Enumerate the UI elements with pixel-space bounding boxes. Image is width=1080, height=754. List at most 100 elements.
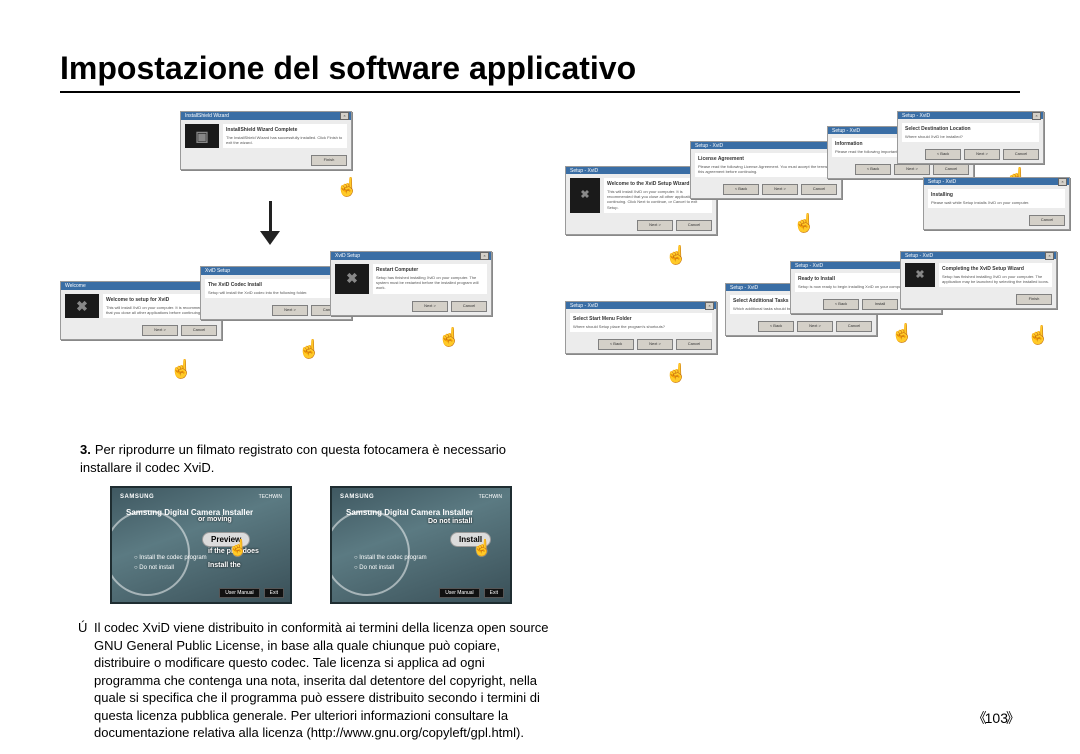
next-button[interactable]: Next > [142, 325, 178, 336]
dialog-heading: InstallShield Wizard Complete [226, 127, 344, 133]
footnote-text: Il codec XviD viene distribuito in confo… [94, 619, 550, 742]
manual-button[interactable]: User Manual [219, 588, 259, 598]
close-icon[interactable]: × [1058, 178, 1067, 186]
titlebar: XviD Setup× [201, 267, 351, 275]
step-text: Per riprodurre un filmato registrato con… [80, 442, 506, 475]
xvid-logo-side: ✖ [335, 264, 369, 294]
cancel-button[interactable]: Cancel [1029, 215, 1065, 226]
cancel-button[interactable]: Cancel [181, 325, 217, 336]
titlebar-text: Setup - XviD [830, 128, 860, 134]
columns: InstallShield Wizard × ▣ InstallShield W… [60, 111, 1020, 711]
dialog-text: This will install XviD on your computer.… [106, 305, 214, 315]
cursor-icon [665, 245, 681, 265]
dialog-heading: Completing the XviD Setup Wizard [942, 266, 1049, 272]
option-install[interactable]: Install the codec program [134, 554, 207, 564]
cursor-icon [336, 177, 352, 197]
next-button[interactable]: Next > [964, 149, 1000, 160]
cancel-button[interactable]: Cancel [836, 321, 872, 332]
back-button[interactable]: < Back [823, 299, 859, 310]
dialog-xvid-restart: XviD Setup × ✖ Restart Computer Setup has… [330, 251, 492, 316]
cancel-button[interactable]: Cancel [676, 220, 712, 231]
titlebar-text: Setup - XviD [568, 168, 598, 174]
manual-button[interactable]: User Manual [439, 588, 479, 598]
close-icon[interactable]: × [480, 252, 489, 260]
titlebar-text: Setup - XviD [568, 303, 598, 309]
close-icon[interactable]: × [1045, 252, 1054, 260]
titlebar-text: Setup - XviD [926, 179, 956, 185]
titlebar-text: Welcome [63, 283, 86, 289]
dialog-r9: Setup - XviD× ✖Completing the XviD Setup… [900, 251, 1057, 309]
cursor-icon [438, 327, 454, 347]
back-button[interactable]: < Back [855, 164, 891, 175]
dialog-buttons: Next > Cancel [61, 322, 221, 339]
wizard-side-graphic: ▣ [185, 124, 219, 148]
back-button[interactable]: < Back [758, 321, 794, 332]
titlebar-text: InstallShield Wizard [183, 113, 229, 119]
dialog-install-complete: InstallShield Wizard × ▣ InstallShield W… [180, 111, 352, 170]
next-button[interactable]: Next > [797, 321, 833, 332]
dialog-heading: Installing [931, 192, 1062, 198]
xvid-logo-side: ✖ [905, 263, 935, 287]
dialog-heading: Welcome to setup for XviD [106, 297, 214, 303]
brand-right: TECHWIN [259, 494, 282, 500]
dialog-text: Please wait while Setup installs XviD on… [931, 200, 1062, 205]
dialog-text: The InstallShield Wizard has successfull… [226, 135, 344, 145]
next-button[interactable]: Next > [894, 164, 930, 175]
finish-button[interactable]: Finish [311, 155, 347, 166]
install-button[interactable]: Install [862, 299, 898, 310]
page: Impostazione del software applicativo In… [0, 0, 1080, 754]
dialog-content: Restart Computer Setup has finished inst… [373, 264, 487, 294]
finish-button[interactable]: Finish [1016, 294, 1052, 305]
dialog-buttons: Next > Cancel [201, 302, 351, 319]
titlebar-text: XviD Setup [333, 253, 360, 259]
next-button[interactable]: Next > [412, 301, 448, 312]
cancel-button[interactable]: Cancel [1003, 149, 1039, 160]
exit-button[interactable]: Exit [264, 588, 284, 598]
cancel-button[interactable]: Cancel [933, 164, 969, 175]
back-button[interactable]: < Back [598, 339, 634, 350]
next-button[interactable]: Next > [762, 184, 798, 195]
dialog-content: InstallShield Wizard Complete The Instal… [223, 124, 347, 148]
callout-text: Install the [208, 562, 241, 569]
cursor-icon [1027, 325, 1043, 345]
dialog-body: The XviD Codec Install Setup will instal… [201, 275, 351, 302]
dialog-heading: Restart Computer [376, 267, 484, 273]
callout-text: Do not install [428, 518, 472, 525]
footnote-marker: Ú [78, 619, 87, 637]
next-button[interactable]: Next > [637, 339, 673, 350]
installer-preview: SAMSUNG TECHWIN Samsung Digital Camera I… [110, 486, 292, 604]
installer-footer: User Manual Exit [219, 588, 284, 598]
installer-options: Install the codec program Do not install [134, 554, 207, 573]
close-icon[interactable]: × [340, 112, 349, 120]
title-rule [60, 91, 1020, 93]
back-button[interactable]: < Back [925, 149, 961, 160]
highlight-circle-icon [110, 510, 190, 596]
cursor-icon: ☝ [472, 538, 492, 558]
titlebar-text: Setup - XviD [693, 143, 723, 149]
next-button[interactable]: Next > [272, 305, 308, 316]
installer-row: SAMSUNG TECHWIN Samsung Digital Camera I… [110, 486, 512, 604]
dialog-r5: Setup - XviD × Installing Please wait whil… [923, 177, 1070, 230]
back-button[interactable]: < Back [723, 184, 759, 195]
dialog-heading: Select Destination Location [905, 126, 1036, 132]
xvid-logo-side: ✖ [570, 178, 600, 213]
next-button[interactable]: Next > [637, 220, 673, 231]
dialog-xvid-welcome: Welcome× ✖ Welcome to setup for XviD Thi… [60, 281, 222, 340]
right-column: Setup - XviD× ✖Welcome to the XviD Setup… [555, 111, 1020, 451]
close-icon[interactable]: × [1032, 112, 1041, 120]
dialog-content: The XviD Codec Install Setup will instal… [205, 279, 347, 298]
option-noinstall[interactable]: Do not install [354, 564, 427, 574]
option-install[interactable]: Install the codec program [354, 554, 427, 564]
cancel-button[interactable]: Cancel [801, 184, 837, 195]
exit-button[interactable]: Exit [484, 588, 504, 598]
page-title: Impostazione del software applicativo [60, 50, 1020, 87]
page-number: 103 [973, 708, 1020, 728]
cancel-button[interactable]: Cancel [676, 339, 712, 350]
cancel-button[interactable]: Cancel [451, 301, 487, 312]
dialog-body: ✖ Welcome to setup for XviD This will in… [61, 290, 221, 322]
dialog-r6: Setup - XviD× Select Start Menu FolderWh… [565, 301, 717, 354]
brand-right: TECHWIN [479, 494, 502, 500]
brand-left: SAMSUNG [340, 494, 374, 500]
option-noinstall[interactable]: Do not install [134, 564, 207, 574]
close-icon[interactable]: × [705, 302, 714, 310]
